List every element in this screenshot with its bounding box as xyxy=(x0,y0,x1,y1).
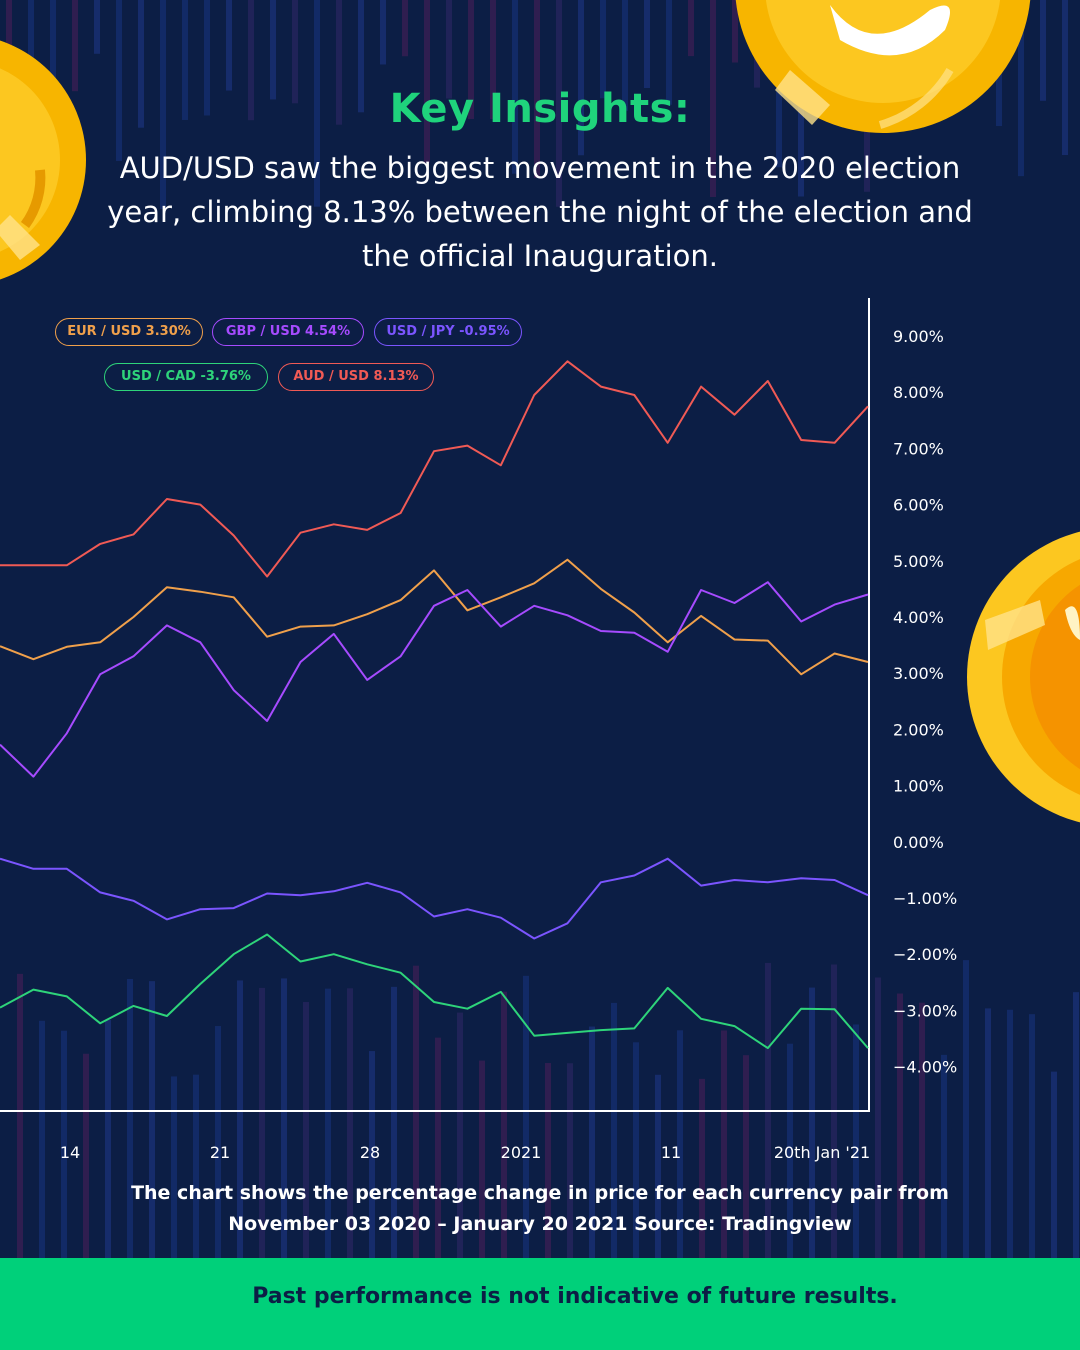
series-line-aud-usd xyxy=(0,360,869,578)
insight-text: AUD/USD saw the biggest movement in the … xyxy=(107,151,973,273)
coin-icon xyxy=(967,531,1080,823)
footer-banner: Past performance is not indicative of fu… xyxy=(0,1258,1080,1350)
series-line-usd-cad xyxy=(0,933,869,1050)
y-tick-label: 5.00% xyxy=(893,552,944,571)
y-tick-label: 9.00% xyxy=(893,327,944,346)
x-tick-label: 28 xyxy=(360,1143,380,1162)
series-line-eur-usd xyxy=(0,558,869,676)
legend-item-usd-cad: USD / CAD -3.76% xyxy=(104,363,268,391)
y-tick-label: −4.00% xyxy=(893,1058,957,1077)
y-tick-label: 1.00% xyxy=(893,777,944,796)
line-chart: 9.00% 8.00% 7.00% 6.00% 5.00% 4.00% 3.00% 2.00%… xyxy=(0,298,957,1162)
legend-item-aud-usd: AUD / USD 8.13% xyxy=(278,363,434,391)
chart-caption: The chart shows the percentage change in… xyxy=(90,1178,990,1240)
x-tick-label: 11 xyxy=(661,1143,681,1162)
y-tick-label: −1.00% xyxy=(893,889,957,908)
caption-line-1: The chart shows the percentage change in… xyxy=(131,1182,949,1204)
y-tick-label: 6.00% xyxy=(893,496,944,515)
x-tick-label: 2021 xyxy=(501,1143,542,1162)
series-line-usd-jpy xyxy=(0,857,869,940)
legend-item-usd-jpy: USD / JPY -0.95% xyxy=(374,318,522,346)
y-tick-label: 7.00% xyxy=(893,439,944,458)
headline: Key Insights: xyxy=(389,86,691,132)
y-tick-label: 3.00% xyxy=(893,664,944,683)
x-tick-label: 21 xyxy=(210,1143,230,1162)
legend-item-eur-usd: EUR / USD 3.30% xyxy=(55,318,203,346)
y-tick-label: 0.00% xyxy=(893,833,944,852)
series-line-gbp-usd xyxy=(0,581,869,778)
disclaimer-text: Past performance is not indicative of fu… xyxy=(252,1284,898,1309)
coin-icon xyxy=(0,40,86,280)
legend-item-gbp-usd: GBP / USD 4.54% xyxy=(212,318,364,346)
x-tick-label: 14 xyxy=(60,1143,80,1162)
y-tick-label: 8.00% xyxy=(893,383,944,402)
y-tick-label: −3.00% xyxy=(893,1001,957,1020)
y-tick-label: 2.00% xyxy=(893,720,944,739)
x-tick-label: 20th Jan '21 xyxy=(774,1143,870,1162)
y-tick-label: 4.00% xyxy=(893,608,944,627)
y-tick-label: −2.00% xyxy=(893,945,957,964)
coin-icon xyxy=(735,0,1031,133)
caption-line-2: November 03 2020 – January 20 2021 Sourc… xyxy=(228,1213,852,1235)
